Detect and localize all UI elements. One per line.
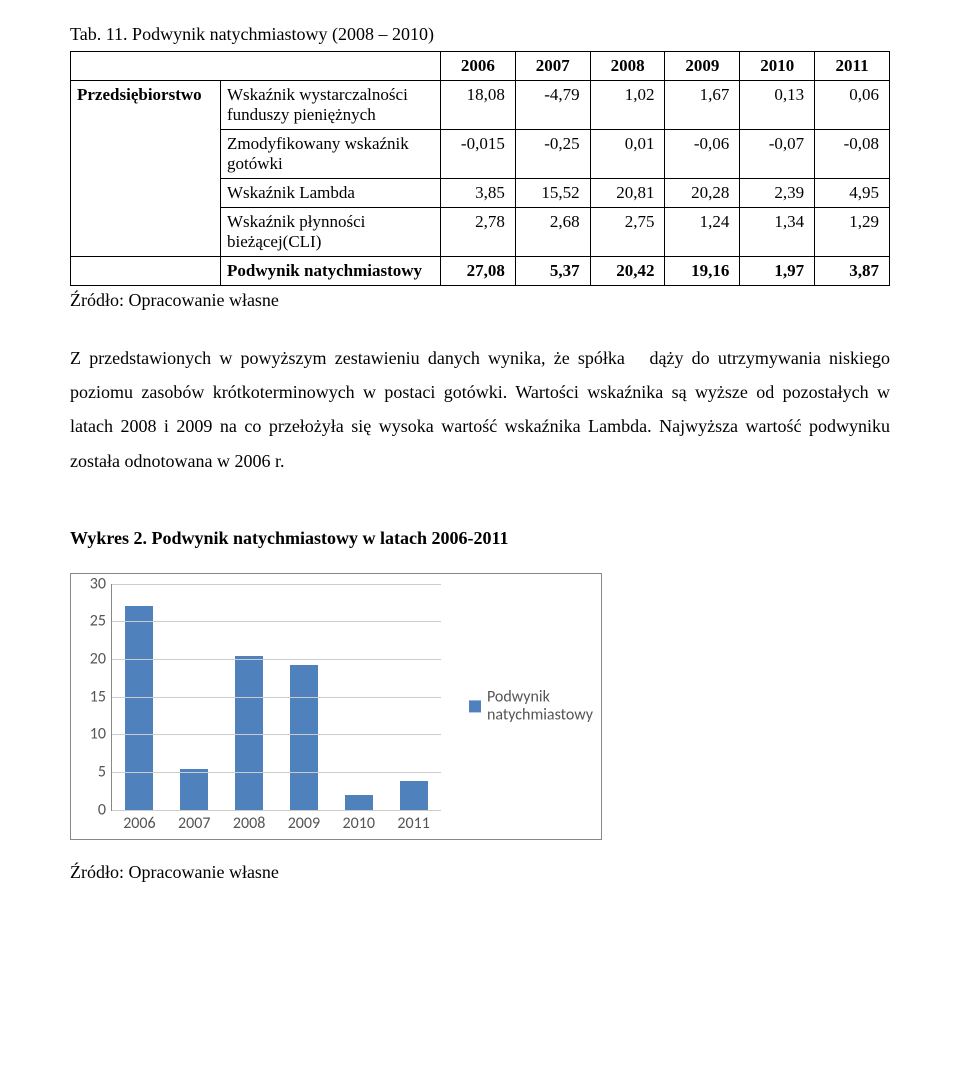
bar: [290, 665, 318, 809]
cell: 27,08: [441, 257, 516, 286]
bar: [345, 795, 373, 810]
data-table: 2006 2007 2008 2009 2010 2011 Przedsiębi…: [70, 51, 890, 286]
y-tick-label: 25: [90, 612, 112, 631]
chart: 051015202530200620072008200920102011 Pod…: [70, 573, 602, 840]
table-caption: Tab. 11. Podwynik natychmiastowy (2008 –…: [70, 24, 890, 45]
cell: 2,39: [740, 179, 815, 208]
cell: 20,42: [590, 257, 665, 286]
bar: [400, 781, 428, 810]
table-source: Źródło: Opracowanie własne: [70, 290, 890, 311]
y-tick-label: 0: [98, 800, 112, 819]
empty-cell: [71, 257, 221, 286]
legend-label: Podwyniknatychmiastowy: [487, 689, 593, 724]
chart-title: Wykres 2. Podwynik natychmiastowy w lata…: [70, 528, 890, 549]
x-tick-label: 2011: [397, 810, 429, 833]
row-label: Wskaźnik płynności bieżącej(CLI): [221, 208, 441, 257]
summary-label: Podwynik natychmiastowy: [221, 257, 441, 286]
cell: -0,06: [665, 130, 740, 179]
cell: 2,78: [441, 208, 516, 257]
bar: [235, 656, 263, 810]
legend-swatch: [469, 700, 481, 712]
cell: 3,85: [441, 179, 516, 208]
year-2011: 2011: [815, 52, 890, 81]
table-corner: [71, 52, 441, 81]
chart-source: Źródło: Opracowanie własne: [70, 862, 890, 883]
year-2007: 2007: [515, 52, 590, 81]
cell: -0,25: [515, 130, 590, 179]
cell: -0,015: [441, 130, 516, 179]
row-label: Zmodyfikowany wskaźnik gotówki: [221, 130, 441, 179]
year-2008: 2008: [590, 52, 665, 81]
chart-legend: Podwyniknatychmiastowy: [469, 689, 593, 724]
y-tick-label: 5: [98, 763, 112, 782]
cell: 20,28: [665, 179, 740, 208]
cell: 1,97: [740, 257, 815, 286]
cell: 1,24: [665, 208, 740, 257]
x-tick-label: 2008: [233, 810, 265, 833]
plot-area: 051015202530200620072008200920102011: [111, 584, 441, 811]
cell: -0,08: [815, 130, 890, 179]
y-tick-label: 15: [90, 687, 112, 706]
y-tick-label: 20: [90, 650, 112, 669]
cell: -4,79: [515, 81, 590, 130]
gridline: [112, 621, 441, 622]
cell: 2,75: [590, 208, 665, 257]
cell: -0,07: [740, 130, 815, 179]
cell: 0,06: [815, 81, 890, 130]
cell: 1,34: [740, 208, 815, 257]
table-summary-row: Podwynik natychmiastowy 27,08 5,37 20,42…: [71, 257, 890, 286]
cell: 1,29: [815, 208, 890, 257]
table-header-row: 2006 2007 2008 2009 2010 2011: [71, 52, 890, 81]
x-tick-label: 2009: [288, 810, 320, 833]
cell: 1,67: [665, 81, 740, 130]
gridline: [112, 810, 441, 811]
body-text: Z przedstawionych w powyższym zestawieni…: [70, 341, 890, 478]
gridline: [112, 772, 441, 773]
year-2009: 2009: [665, 52, 740, 81]
gridline: [112, 584, 441, 585]
gridline: [112, 697, 441, 698]
cell: 15,52: [515, 179, 590, 208]
cell: 4,95: [815, 179, 890, 208]
bar: [180, 769, 208, 809]
gridline: [112, 659, 441, 660]
cell: 19,16: [665, 257, 740, 286]
row-group-label: Przedsiębiorstwo: [71, 81, 221, 257]
bar: [125, 606, 153, 810]
cell: 5,37: [515, 257, 590, 286]
cell: 18,08: [441, 81, 516, 130]
cell: 1,02: [590, 81, 665, 130]
x-tick-label: 2007: [178, 810, 210, 833]
cell: 0,01: [590, 130, 665, 179]
x-tick-label: 2006: [123, 810, 155, 833]
x-tick-label: 2010: [343, 810, 375, 833]
year-2006: 2006: [441, 52, 516, 81]
table-row: Przedsiębiorstwo Wskaźnik wystarczalnośc…: [71, 81, 890, 130]
gridline: [112, 734, 441, 735]
y-tick-label: 30: [90, 574, 112, 593]
y-tick-label: 10: [90, 725, 112, 744]
cell: 3,87: [815, 257, 890, 286]
paragraph: Z przedstawionych w powyższym zestawieni…: [70, 341, 890, 478]
cell: 20,81: [590, 179, 665, 208]
row-label: Wskaźnik Lambda: [221, 179, 441, 208]
cell: 2,68: [515, 208, 590, 257]
year-2010: 2010: [740, 52, 815, 81]
cell: 0,13: [740, 81, 815, 130]
row-label: Wskaźnik wystarczalności funduszy pienię…: [221, 81, 441, 130]
